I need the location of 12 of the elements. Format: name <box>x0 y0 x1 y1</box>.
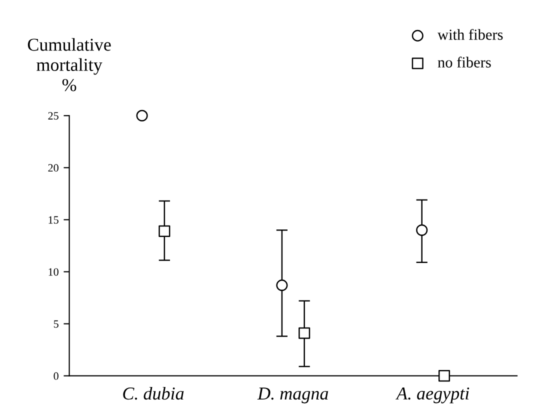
y-axis-title: Cumulative mortality % <box>28 38 111 92</box>
y-tick-label: 20 <box>48 164 58 172</box>
legend-label: with fibers <box>438 28 503 40</box>
x-tick-label: A. aegypti <box>395 387 470 404</box>
y-tick-label: 5 <box>54 320 58 328</box>
y-tick-label: 25 <box>48 112 58 120</box>
y-tick-label: 10 <box>48 268 58 276</box>
y-tick-label: 0 <box>54 372 58 380</box>
legend-label: no fibers <box>438 56 491 68</box>
x-tick-label: D. magna <box>257 388 328 404</box>
y-tick-label: 15 <box>48 216 58 224</box>
x-tick-label: C. dubia <box>123 386 184 400</box>
